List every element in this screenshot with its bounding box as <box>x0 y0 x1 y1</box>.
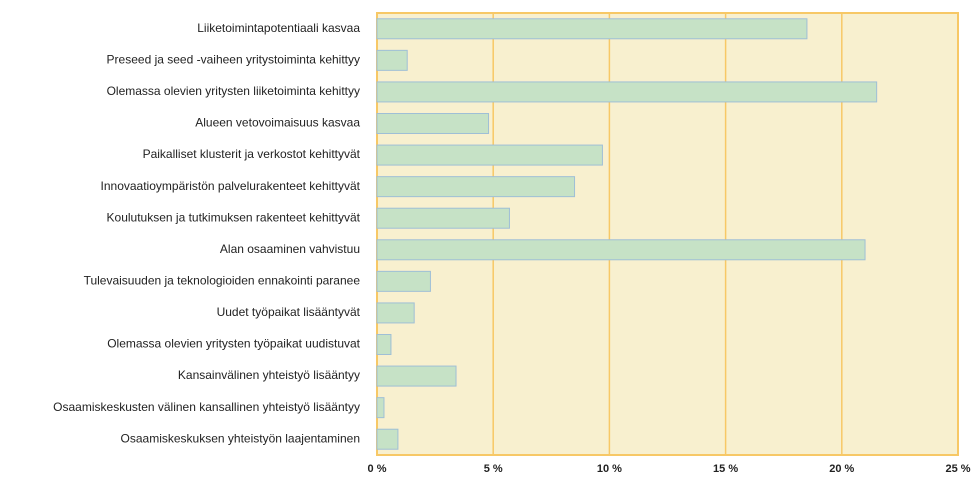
x-tick-label: 15 % <box>713 463 738 475</box>
bar <box>376 18 808 40</box>
y-tick-label: Olemassa olevien yritysten liiketoiminta… <box>107 84 360 98</box>
x-tick-label: 0 % <box>368 463 387 475</box>
bar <box>376 397 385 419</box>
y-tick-label: Paikalliset klusterit ja verkostot kehit… <box>143 147 361 161</box>
y-tick-label: Osaamiskeskusten välinen kansallinen yht… <box>53 400 360 414</box>
bar <box>376 302 415 324</box>
plot-area <box>377 13 958 455</box>
y-tick-label: Tulevaisuuden ja teknologioiden ennakoin… <box>84 274 361 288</box>
y-tick-label: Koulutuksen ja tutkimuksen rakenteet keh… <box>107 210 361 224</box>
x-tick-label: 25 % <box>945 463 970 475</box>
bar <box>376 176 576 198</box>
y-tick-label: Alueen vetovoimaisuus kasvaa <box>195 116 360 130</box>
bar <box>376 239 866 261</box>
bar <box>376 81 878 103</box>
y-tick-label: Kansainvälinen yhteistyö lisääntyy <box>178 368 360 382</box>
bar <box>376 365 457 387</box>
bar <box>376 270 431 292</box>
y-tick-label: Olemassa olevien yritysten työpaikat uud… <box>107 337 360 351</box>
y-tick-label: Osaamiskeskuksen yhteistyön laajentamine… <box>121 431 360 445</box>
x-tick-label: 5 % <box>484 463 503 475</box>
y-tick-label: Liiketoimintapotentiaali kasvaa <box>197 21 360 35</box>
bar <box>376 144 603 166</box>
y-tick-label: Alan osaaminen vahvistuu <box>220 242 360 256</box>
y-tick-label: Uudet työpaikat lisääntyvät <box>217 305 361 319</box>
x-tick-label: 20 % <box>829 463 854 475</box>
bar <box>376 49 408 71</box>
y-tick-label: Innovaatioympäristön palvelurakenteet ke… <box>101 179 361 193</box>
y-tick-label: Preseed ja seed -vaiheen yritystoiminta … <box>107 53 360 67</box>
x-tick-label: 10 % <box>597 463 622 475</box>
bar <box>376 207 510 229</box>
bar <box>376 334 392 355</box>
bar <box>376 113 490 134</box>
bar <box>376 428 399 450</box>
plot-border <box>376 12 959 456</box>
